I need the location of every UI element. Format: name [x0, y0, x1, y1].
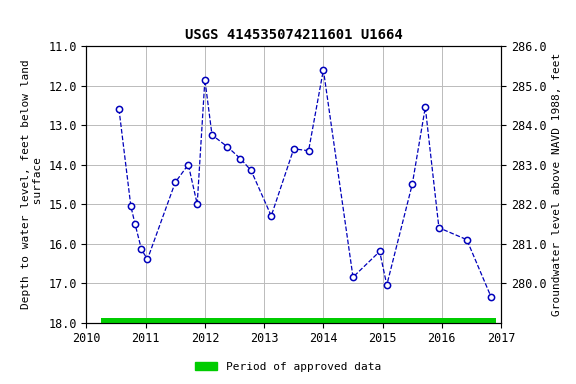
- Y-axis label: Groundwater level above NAVD 1988, feet: Groundwater level above NAVD 1988, feet: [552, 53, 562, 316]
- Bar: [101, 318, 497, 327]
- Y-axis label: Depth to water level, feet below land
 surface: Depth to water level, feet below land su…: [21, 60, 43, 309]
- Legend: Period of approved data: Period of approved data: [191, 358, 385, 377]
- Title: USGS 414535074211601 U1664: USGS 414535074211601 U1664: [185, 28, 403, 42]
